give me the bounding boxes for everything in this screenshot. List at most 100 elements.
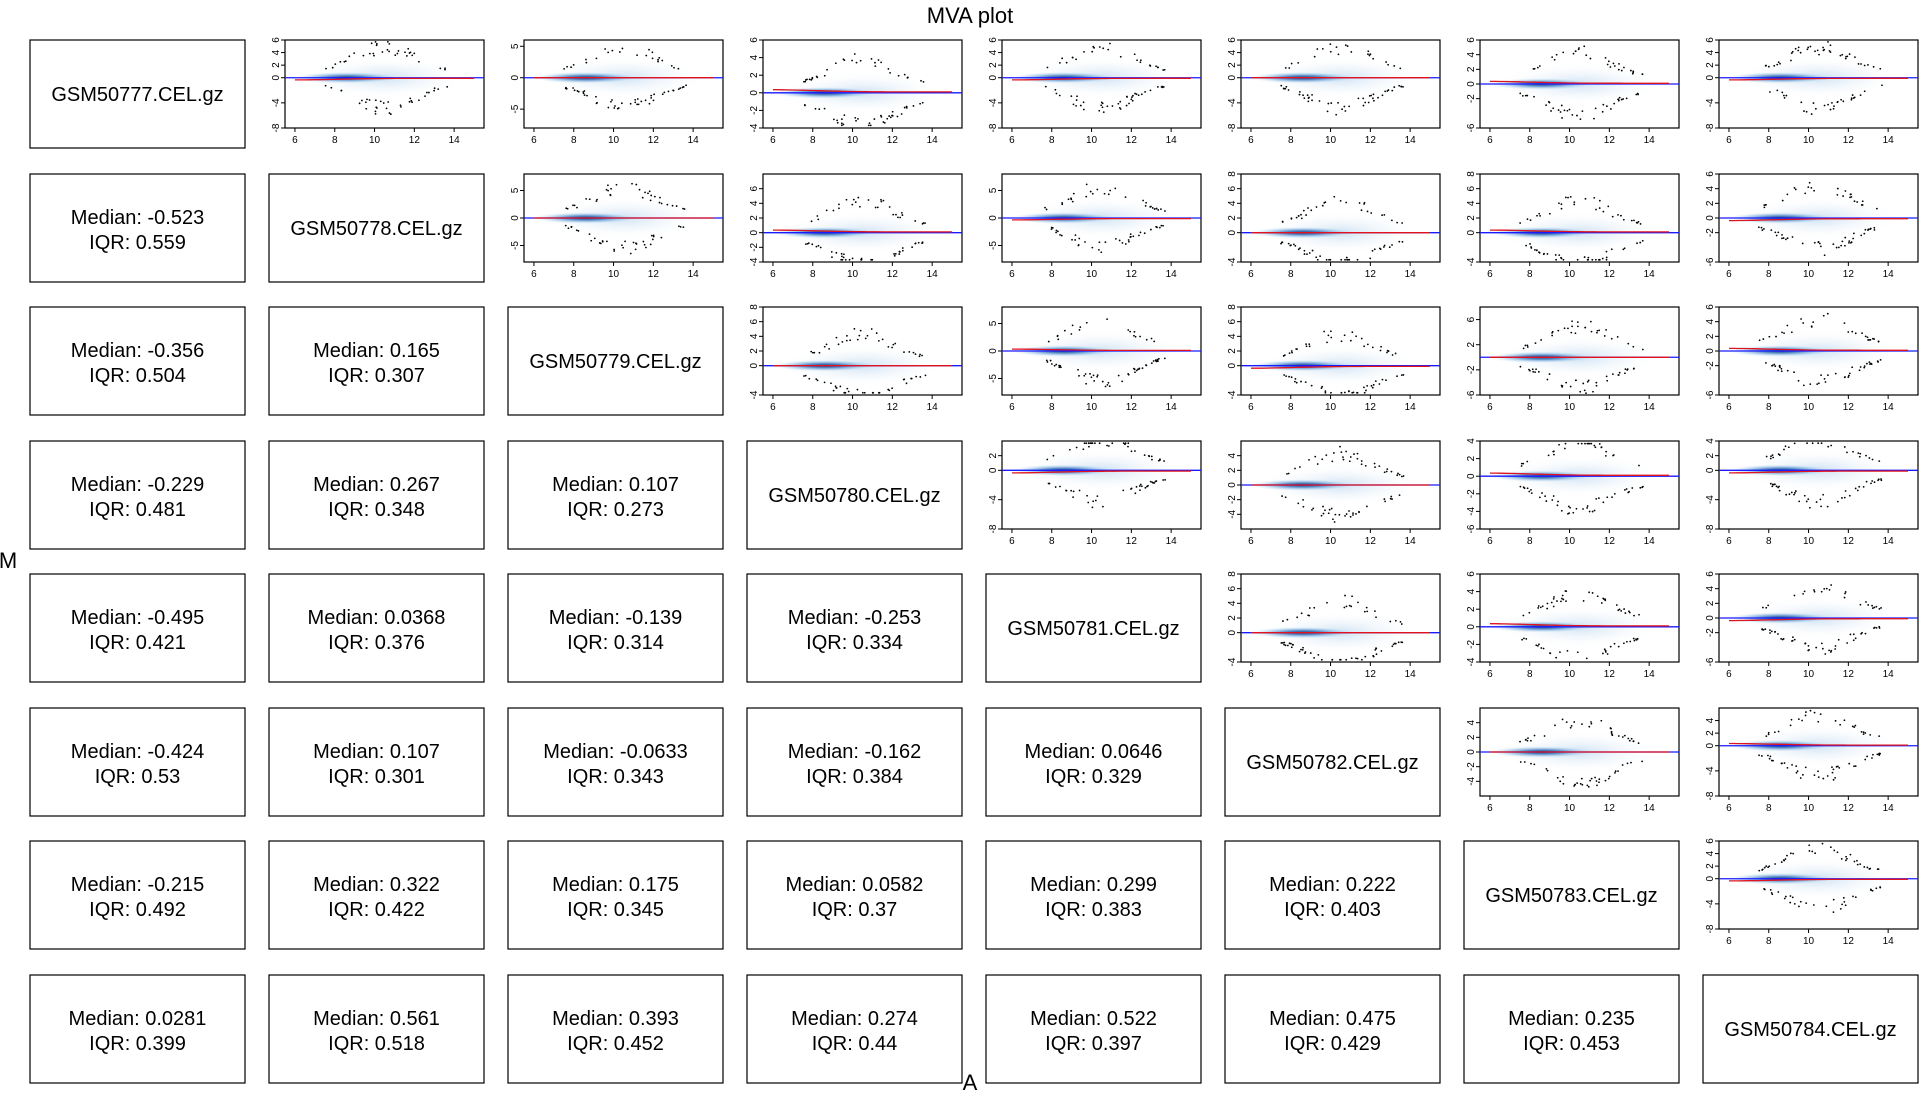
data-point — [914, 220, 917, 222]
data-point — [1858, 485, 1861, 488]
stat-iqr: IQR: 0.44 — [812, 1033, 898, 1055]
data-point — [1561, 385, 1564, 387]
data-point — [1834, 648, 1837, 650]
data-point — [1820, 374, 1822, 377]
data-point — [1801, 719, 1803, 722]
data-point — [1836, 100, 1839, 103]
data-point — [882, 121, 885, 123]
data-point — [1810, 113, 1813, 115]
data-point — [595, 95, 597, 98]
data-point — [1384, 500, 1387, 503]
data-point — [1326, 110, 1329, 113]
data-point — [1621, 736, 1624, 738]
y-tick-label: -4 — [1227, 390, 1238, 399]
data-point — [1151, 481, 1154, 484]
data-point — [374, 112, 377, 115]
data-point — [1871, 757, 1873, 759]
ma-panel: 6 8 10 12 14-505 — [510, 173, 724, 280]
data-point — [1830, 584, 1833, 586]
data-point — [1344, 594, 1346, 597]
data-point — [908, 351, 911, 353]
data-point — [1335, 46, 1338, 49]
data-point — [1155, 65, 1157, 68]
data-point — [1834, 372, 1837, 375]
y-tick-label: 4 — [1466, 719, 1477, 725]
data-point — [585, 61, 588, 64]
data-point — [1832, 243, 1835, 246]
data-point — [1356, 657, 1359, 660]
data-point — [405, 55, 408, 57]
data-point — [1829, 846, 1832, 849]
data-point — [1606, 63, 1609, 66]
data-point — [1392, 643, 1395, 646]
data-point — [1797, 379, 1800, 382]
data-point — [819, 246, 822, 249]
data-point — [1356, 391, 1358, 394]
data-point — [887, 346, 890, 348]
x-tick-label: 14 — [1405, 135, 1417, 146]
x-tick-label: 10 — [608, 269, 620, 280]
data-point — [1364, 101, 1367, 104]
x-tick-label: 8 — [571, 135, 577, 146]
data-point — [832, 118, 835, 121]
data-point — [1805, 110, 1808, 113]
data-point — [1787, 446, 1790, 449]
data-point — [679, 225, 682, 228]
y-tick-label: 4 — [1227, 200, 1238, 206]
sample-label: GSM50780.CEL.gz — [768, 485, 940, 507]
data-point — [1539, 606, 1542, 609]
data-point — [1879, 67, 1882, 70]
data-point — [1046, 458, 1049, 461]
data-point — [1639, 241, 1642, 244]
x-tick-label: 10 — [1803, 803, 1815, 814]
data-point — [1862, 731, 1865, 734]
data-point — [1636, 242, 1638, 245]
y-tick-label: 0 — [1227, 74, 1238, 80]
data-point — [1627, 491, 1630, 494]
data-point — [1857, 452, 1860, 454]
y-tick-label: 0 — [1466, 473, 1477, 479]
data-point — [1797, 49, 1800, 52]
x-tick-label: 14 — [1883, 936, 1895, 947]
data-point — [1612, 62, 1615, 65]
loess-line — [1490, 623, 1669, 627]
y-tick-label: -4 — [749, 390, 760, 399]
data-point — [1853, 860, 1856, 863]
data-point — [1519, 222, 1522, 224]
data-point — [1765, 735, 1768, 738]
data-point — [830, 250, 833, 253]
data-point — [1845, 859, 1847, 862]
x-tick-label: 14 — [1644, 536, 1656, 547]
data-point — [1822, 493, 1825, 496]
x-tick-label: 8 — [1527, 669, 1533, 680]
data-point — [1558, 202, 1560, 205]
data-point — [417, 60, 420, 63]
data-point — [1605, 375, 1608, 378]
data-point — [1581, 783, 1584, 786]
data-point — [1327, 102, 1330, 105]
x-tick-label: 6 — [1726, 936, 1732, 947]
data-point — [1858, 455, 1861, 458]
loess-line — [773, 229, 952, 233]
stat-iqr: IQR: 0.314 — [567, 632, 664, 654]
data-point — [1324, 390, 1327, 393]
data-point — [818, 351, 821, 354]
data-point — [1611, 215, 1614, 218]
x-tick-label: 14 — [1644, 402, 1656, 413]
data-point — [1330, 507, 1333, 510]
data-point — [1852, 639, 1855, 642]
data-point — [1854, 724, 1857, 727]
data-point — [439, 67, 442, 70]
data-point — [1330, 336, 1333, 339]
data-point — [1344, 44, 1347, 47]
data-point — [1869, 734, 1872, 736]
data-point — [374, 40, 377, 43]
data-point — [660, 202, 663, 205]
x-tick-label: 14 — [1883, 269, 1895, 280]
x-tick-label: 8 — [1527, 402, 1533, 413]
data-point — [397, 50, 400, 52]
data-point — [1844, 591, 1847, 593]
x-tick-label: 14 — [1166, 269, 1178, 280]
data-point — [831, 256, 833, 259]
